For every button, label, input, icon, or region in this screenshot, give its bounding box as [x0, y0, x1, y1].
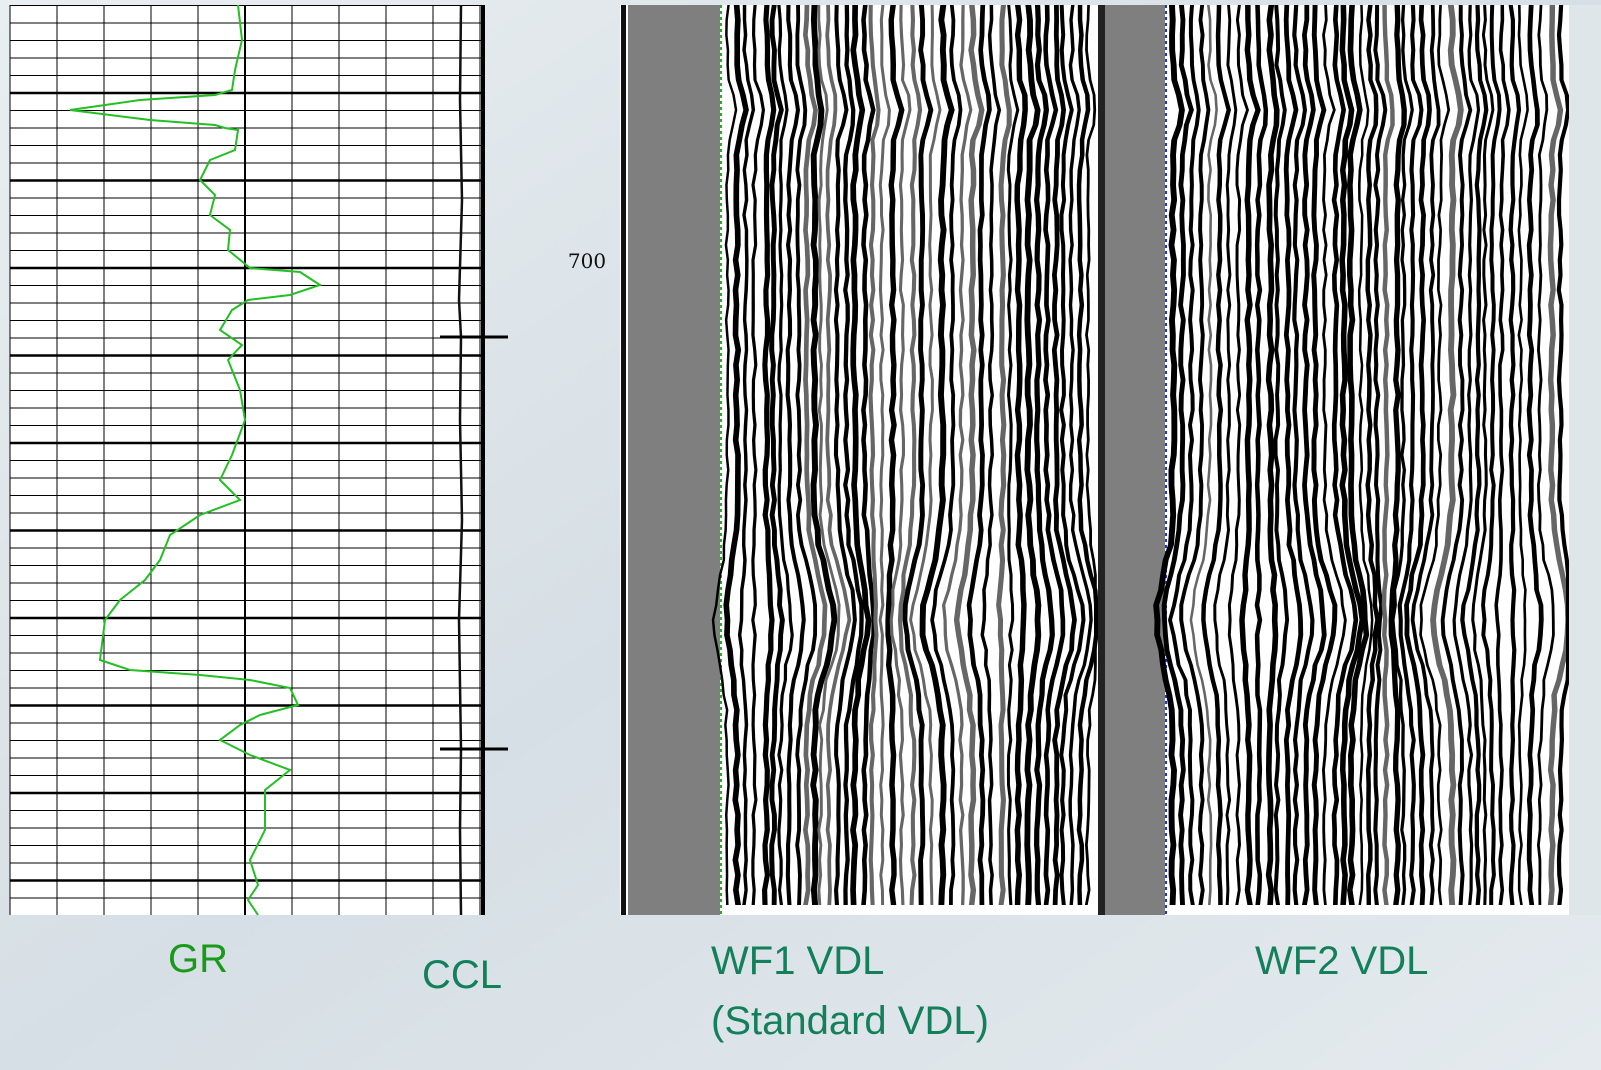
vdl-stripe [1189, 5, 1218, 905]
vdl-stripe [1547, 5, 1571, 905]
wf1-sublabel: (Standard VDL) [711, 999, 989, 1043]
vdl-stripe [930, 5, 963, 905]
time-gap [1105, 5, 1165, 915]
wf2-vdl [1153, 5, 1571, 905]
vdl-stripe [785, 5, 806, 905]
vdl-stripe [1068, 5, 1093, 905]
vdl-stripe [1331, 5, 1359, 905]
vdl-stripe [942, 5, 973, 905]
vdl-stripe [919, 5, 955, 905]
vdl-stripe [825, 5, 852, 905]
vdl-stripe [1051, 5, 1077, 905]
vdl-stripe [1292, 5, 1315, 905]
vdl-stripe [711, 5, 738, 905]
vdl-stripe [843, 5, 864, 905]
vdl-stripe [1043, 5, 1066, 905]
vdl-stripe [769, 5, 785, 905]
vdl-stripe [1034, 5, 1055, 905]
vdl-stripe [737, 5, 756, 905]
vdl-stripe [1153, 5, 1185, 905]
vdl-stripe [1365, 5, 1380, 905]
vdl-stripe [777, 5, 794, 905]
vdl-stripe [1381, 5, 1395, 905]
vdl-stripe [1201, 5, 1231, 905]
vdl-stripe [795, 5, 818, 905]
gr-curve [69, 4, 323, 916]
vdl-stripe [1239, 5, 1261, 905]
vdl-stripe [1339, 5, 1366, 905]
vdl-stripe [1388, 5, 1407, 905]
vdl-stripe [861, 5, 876, 905]
vdl-stripe [868, 5, 881, 905]
vdl-stripe [810, 5, 838, 905]
vdl-stripe [1517, 5, 1529, 905]
depth-label: 700 [568, 249, 606, 273]
gr-label: GR [168, 937, 228, 981]
vdl-stripe [1410, 5, 1441, 905]
vdl-stripe [878, 5, 891, 905]
vdl-stripe [1179, 5, 1211, 905]
vdl-stripe [1006, 5, 1020, 905]
vdl-stripe [723, 5, 749, 905]
vdl-stripe [1283, 5, 1304, 905]
vdl-stripe [897, 5, 923, 905]
vdl-stripe [1322, 5, 1347, 905]
grid [9, 5, 483, 915]
vdl-stripe [1302, 5, 1327, 905]
vdl-stripe [1481, 5, 1502, 905]
wf1-label: WF1 VDL [711, 939, 884, 983]
vdl-stripe [1076, 5, 1099, 905]
vdl-stripe [1311, 5, 1338, 905]
vdl-stripe [996, 5, 1012, 905]
vdl-stripe [1213, 5, 1238, 905]
vdl-stripe [1556, 5, 1571, 905]
ccl-curve [457, 4, 464, 916]
vdl-stripe [1014, 5, 1028, 905]
track-border [621, 5, 626, 915]
vdl-stripe [889, 5, 912, 905]
vdl-stripe [1265, 5, 1280, 905]
vdl-stripe [980, 5, 1002, 905]
vdl-stripe [1227, 5, 1249, 905]
wf1-vdl [711, 5, 1099, 905]
vdl-stripe [1059, 5, 1086, 905]
ccl-label: CCL [422, 953, 502, 997]
vdl-stripe [1430, 5, 1464, 905]
vdl-stripe [1494, 5, 1511, 905]
vdl-stripe [1452, 5, 1481, 905]
vdl-stripe [1391, 5, 1414, 905]
vdl-stripe [1471, 5, 1495, 905]
vdl-stripe [1397, 5, 1424, 905]
vdl-stripe [803, 5, 828, 905]
vdl-stripe [817, 5, 841, 905]
vdl-stripe [1373, 5, 1388, 905]
vdl-stripe [966, 5, 992, 905]
vdl-stripe [751, 5, 765, 905]
vdl-stripe [1419, 5, 1451, 905]
wf2-label: WF2 VDL [1255, 939, 1428, 983]
vdl-stripe [1168, 5, 1201, 905]
vdl-stripe [1254, 5, 1269, 905]
vdl-stripe [909, 5, 942, 905]
vdl-stripe [1404, 5, 1432, 905]
track-border [1098, 5, 1105, 915]
vdl-stripe [885, 5, 905, 905]
background [1569, 5, 1601, 915]
vdl-stripe [1537, 5, 1555, 905]
vdl-stripe [762, 5, 777, 905]
vdl-stripe [1024, 5, 1042, 905]
vdl-stripe [1526, 5, 1544, 905]
vdl-stripe [1460, 5, 1489, 905]
vdl-stripe [850, 5, 872, 905]
vdl-stripe [1084, 5, 1097, 905]
vdl-stripe [1357, 5, 1374, 905]
vdl-stripe [1508, 5, 1522, 905]
vdl-stripe [1273, 5, 1290, 905]
time-gap [628, 5, 720, 915]
vdl-stripe [1347, 5, 1370, 905]
